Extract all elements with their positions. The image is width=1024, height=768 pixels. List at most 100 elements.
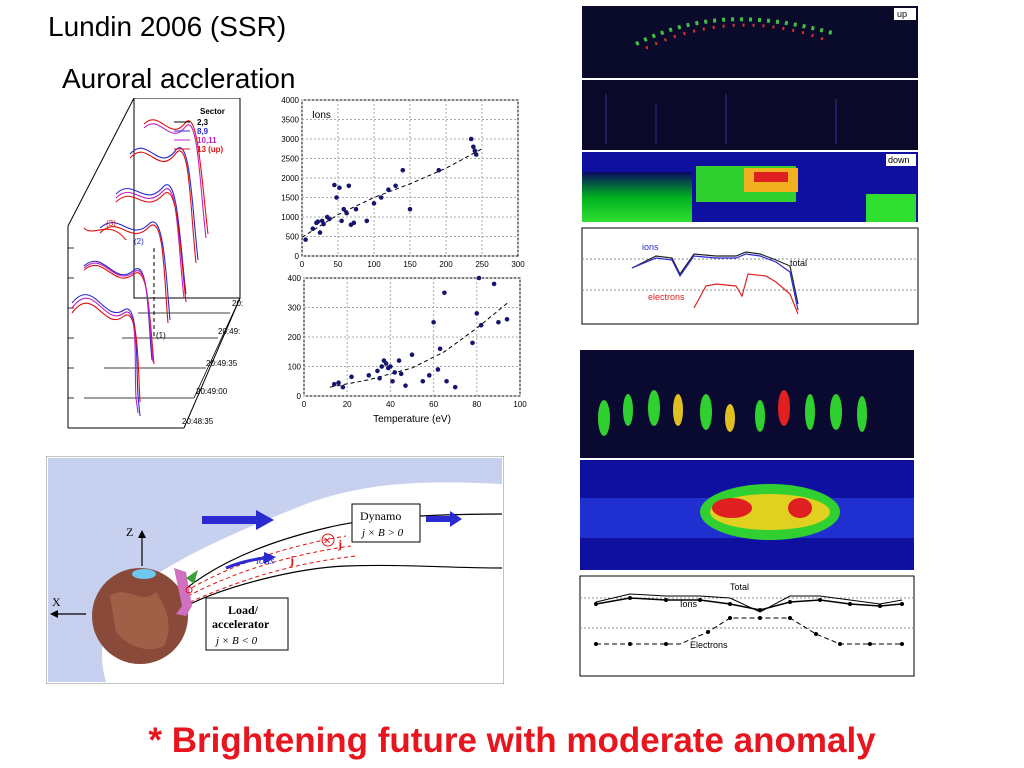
legend-item: 2,3 [197,118,209,127]
data-point [468,136,474,142]
data-point [437,346,443,352]
data-point [366,373,372,378]
legend2-electrons: Electrons [690,640,728,650]
data-point [426,373,432,378]
marker-3: (3) [106,219,116,228]
y-tick-label: 400 [288,274,302,283]
data-point [317,230,323,235]
data-point [496,319,501,325]
flow-arrow-icon [202,510,274,530]
flow-arrow-icon [426,511,462,527]
load-equation: j × B < 0 [214,635,258,647]
time-label: 20:49: [218,327,240,336]
data-point [393,183,398,189]
data-point [383,361,389,366]
legend-title: Sector [200,107,225,116]
data-point [339,218,344,224]
label-down: down [888,155,910,165]
time-label: 20: [232,299,243,308]
y-tick-label: 2500 [281,155,299,164]
data-point [471,144,476,150]
y-tick-label: 1500 [281,194,299,203]
data-point [390,378,395,384]
x-tick-label: 150 [403,260,417,269]
x-tick-label: 300 [511,260,525,269]
cross-icon: ✕ [323,536,331,547]
ions-label: ions [256,555,274,567]
data-point [353,206,359,212]
load-title: Load/ [228,603,259,617]
data-point [392,370,398,375]
data-point [337,185,342,191]
dynamo-title: Dynamo [360,509,401,523]
legend-item: 13 (up) [197,145,224,154]
data-point [386,187,391,192]
data-point [341,206,347,212]
green-arrow-icon [186,570,198,584]
data-point [378,195,384,200]
x-tick-label: 100 [367,260,381,269]
y-tick-label: 0 [297,392,302,401]
data-point [436,167,442,173]
data-point [478,322,484,328]
data-point [442,290,447,296]
legend-total: total [790,258,807,268]
ions-arrow-icon [225,556,265,570]
stacked-waveform-plot: (3) (2) (1) Sector 2,3 8,9 10,11 13 (up)… [67,98,243,429]
y-tick-label: 4000 [281,96,299,105]
trend-line [301,148,483,238]
spectrogram-panel-bottom: Total Ions Electrons [579,350,915,677]
legend-item: 10,11 [197,136,217,145]
legend2-ions: Ions [680,599,698,609]
data-point [336,380,341,386]
data-point [444,378,449,384]
data-point [491,281,497,287]
data-point [431,319,436,325]
marker-2: (2) [134,237,144,246]
y-tick-label: 0 [295,252,300,261]
time-label: 20:49:00 [196,387,228,396]
data-point [331,381,337,387]
data-point [473,152,479,157]
slide-title: Lundin 2006 (SSR) [48,11,287,42]
chart-annotation: Ions [312,110,331,121]
data-point [303,237,308,242]
data-point [388,364,393,369]
data-point [403,383,408,388]
data-point [375,368,380,374]
label-up: up [897,9,907,19]
time-label: 20:48:35 [182,417,214,426]
time-label: 20:49:35 [206,359,238,368]
footer-statement: * Brightening future with moderate anoma… [148,721,876,760]
current-j-label: j [337,537,342,551]
y-tick-label: 1000 [281,213,299,222]
data-point [400,167,406,173]
data-point [474,311,480,316]
data-point [407,206,413,212]
data-point [409,352,415,357]
y-tick-label: 300 [288,304,302,313]
marker-1: (1) [156,331,166,340]
data-point [452,384,458,390]
x-tick-label: 0 [300,260,305,269]
data-point [398,371,404,377]
data-point [379,364,385,369]
data-point [334,195,339,200]
data-point [476,275,482,281]
y-tick-label: 3500 [281,116,299,125]
data-point [346,183,352,189]
data-point [470,340,475,346]
x-tick-label: 50 [334,260,343,269]
legend-electrons: electrons [648,292,685,302]
magnetosphere-diagram: ions ✕ j j Dynamo j × B > 0 Load/ accele… [46,456,504,684]
x-tick-label: 250 [475,260,489,269]
data-point [396,358,402,363]
x-tick-label: 40 [386,400,395,409]
dynamo-equation: j × B > 0 [360,527,404,539]
x-tick-label: 20 [343,400,352,409]
z-axis-label: Z [126,525,133,539]
x-tick-label: 80 [472,400,481,409]
data-point [344,210,349,216]
current-j-label-2: j [289,553,294,567]
data-point [327,216,332,222]
